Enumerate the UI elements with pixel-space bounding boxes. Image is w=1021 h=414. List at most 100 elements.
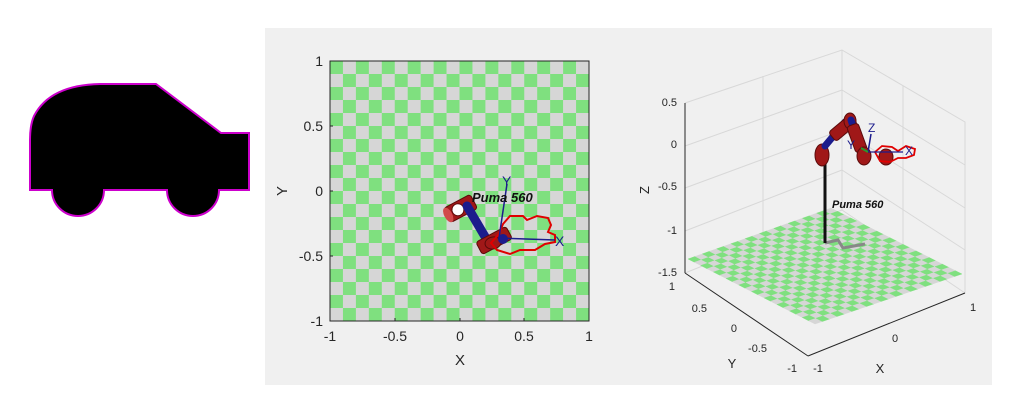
3d-frame-x-label: X [905,144,913,158]
floor-tile [420,165,434,179]
floor-tile [524,269,538,283]
floor-tile [472,87,486,101]
floor-tile [498,61,512,75]
car-icon [29,83,250,217]
floor-tile [563,139,577,153]
floor-tile [433,282,447,296]
floor-tile [446,282,460,296]
floor-tile [446,178,460,192]
floor-tile [420,113,434,127]
floor-tile [524,295,538,309]
floor-tile [576,178,590,192]
floor-tile [498,165,512,179]
floor-tile [550,165,564,179]
floor-tile [433,191,447,205]
floor-tile [459,152,473,166]
floor-tile [511,139,525,153]
floor-tile [420,243,434,257]
floor-tile [446,256,460,270]
floor-tile [446,74,460,88]
floor-tile [472,61,486,75]
floor-tile [381,191,396,205]
floor-tile [511,230,525,244]
floor-tile [394,256,408,270]
floor-tile [368,191,383,205]
floor-tile [472,126,486,140]
floor-tile [420,74,434,88]
3d-view-robot-name: Puma 560 [832,199,884,211]
floor-tile [330,152,344,166]
floor-tile [420,269,434,283]
x-tick-label: 1 [585,328,593,344]
floor-tile [394,282,408,296]
floor-tile [563,152,577,166]
floor-tile [537,152,551,166]
floor-tile [330,295,344,309]
top-view-axes: -1 -0.5 0 0.5 1 1 0.5 0 -0.5 -1 X Y [274,53,593,369]
x-tick-label: -0.5 [383,328,407,344]
floor-tile [420,178,434,192]
floor-tile [381,126,396,140]
floor-tile [355,282,370,296]
y3d-tick-label: 0 [731,323,737,335]
floor-tile [381,152,396,166]
top-view-frame-x-label: X [555,233,565,249]
floor-tile [537,308,551,322]
floor-tile [550,256,564,270]
floor-tile [330,204,344,218]
floor-tile [420,256,434,270]
floor-tile [498,87,512,101]
floor-tile [498,295,512,309]
floor-tile [563,204,577,218]
floor-tile [368,282,383,296]
floor-tile [550,100,564,114]
floor-tile [563,165,577,179]
floor-tile [459,165,473,179]
floor-tile [511,204,525,218]
floor-tile [576,113,590,127]
floor-tile [420,295,434,309]
floor-tile [537,204,551,218]
floor-tile [537,295,551,309]
floor-tile [355,191,370,205]
floor-tile [485,217,499,231]
floor-tile [459,100,473,114]
floor-tile [563,282,577,296]
floor-tile [498,256,512,270]
floor-tile [420,152,434,166]
floor-tile [330,243,344,257]
car-icon-panel [0,0,265,409]
floor-tile [485,178,499,192]
floor-tile [576,204,590,218]
floor-tile [394,139,408,153]
floor-tile [485,139,499,153]
floor-tile [407,230,421,244]
floor-tile [537,269,551,283]
floor-tile [342,204,357,218]
floor-tile [342,87,357,101]
floor-tile [550,152,564,166]
floor-tile [498,178,512,192]
floor-tile [524,204,538,218]
floor-tile [550,74,564,88]
floor-tile [485,126,499,140]
floor-tile [485,204,499,218]
floor-tile [368,204,383,218]
floor-tile [576,74,590,88]
floor-tile [485,100,499,114]
floor-tile [330,100,344,114]
floor-tile [550,282,564,296]
floor-tile [459,217,473,231]
floor-tile [368,61,383,75]
floor-tile [537,191,551,205]
floor-tile [446,165,460,179]
floor-tile [330,230,344,244]
floor-tile [433,256,447,270]
floor-tile [394,74,408,88]
floor-tile [368,139,383,153]
floor-tile [524,126,538,140]
floor-tile [368,178,383,192]
floor-tile [537,113,551,127]
floor-tile [381,269,396,283]
floor-tile [472,113,486,127]
